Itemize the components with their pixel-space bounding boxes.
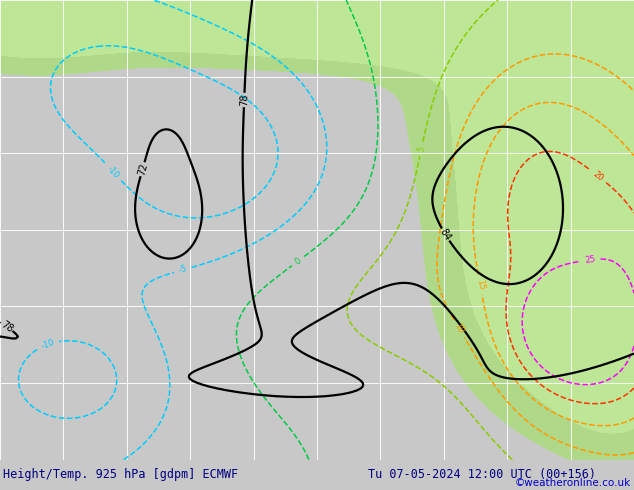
Text: 78: 78	[239, 94, 249, 106]
Text: Tu 07-05-2024 12:00 UTC (00+156): Tu 07-05-2024 12:00 UTC (00+156)	[368, 468, 596, 481]
Text: 10: 10	[453, 321, 465, 335]
Text: 20: 20	[592, 170, 605, 183]
Text: Height/Temp. 925 hPa [gdpm] ECMWF: Height/Temp. 925 hPa [gdpm] ECMWF	[3, 468, 238, 481]
Text: 84: 84	[438, 227, 453, 243]
Text: -10: -10	[40, 338, 56, 351]
Text: 72: 72	[136, 162, 149, 176]
Text: -10: -10	[105, 164, 121, 180]
Text: 25: 25	[585, 255, 596, 265]
Text: 15: 15	[475, 279, 486, 291]
Text: 0: 0	[294, 256, 303, 266]
Text: -5: -5	[178, 265, 188, 275]
Text: ©weatheronline.co.uk: ©weatheronline.co.uk	[515, 478, 631, 488]
Text: 5: 5	[417, 146, 426, 152]
Text: 78: 78	[0, 319, 15, 335]
